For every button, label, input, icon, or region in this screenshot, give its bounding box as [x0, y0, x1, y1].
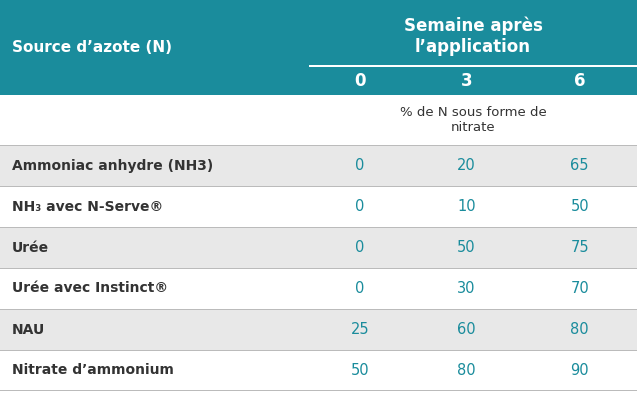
Text: Urée: Urée	[12, 240, 49, 255]
Bar	[522, 145, 637, 186]
Bar	[0, 350, 637, 391]
Text: 25: 25	[350, 322, 369, 337]
Text: 30: 30	[457, 281, 476, 296]
Bar	[0, 309, 637, 310]
Bar	[0, 227, 637, 228]
Bar	[0, 145, 637, 146]
Bar	[0, 268, 637, 309]
Text: 0: 0	[355, 281, 364, 296]
Bar	[0, 0, 637, 95]
Bar	[0, 145, 637, 186]
Bar	[411, 145, 522, 186]
Bar	[522, 227, 637, 268]
Text: 6: 6	[574, 72, 585, 90]
Text: 0: 0	[355, 240, 364, 255]
Text: Semaine après
l’application: Semaine après l’application	[403, 17, 543, 56]
Bar	[309, 145, 411, 186]
Text: 80: 80	[570, 322, 589, 337]
Text: % de N sous forme de
nitrate: % de N sous forme de nitrate	[399, 106, 547, 134]
Bar	[0, 186, 637, 187]
Text: 50: 50	[457, 240, 476, 255]
Text: 0: 0	[354, 72, 366, 90]
Text: 60: 60	[457, 322, 476, 337]
Bar	[0, 350, 637, 351]
Bar	[0, 309, 637, 350]
Bar	[309, 227, 411, 268]
Text: Nitrate d’ammonium: Nitrate d’ammonium	[12, 364, 174, 377]
Bar	[0, 95, 637, 145]
Text: Urée avec Instinct®: Urée avec Instinct®	[12, 281, 168, 296]
Text: 75: 75	[570, 240, 589, 255]
Text: 90: 90	[570, 363, 589, 378]
Text: 3: 3	[461, 72, 473, 90]
Text: 0: 0	[355, 158, 364, 173]
Text: 10: 10	[457, 199, 476, 214]
Text: 50: 50	[350, 363, 369, 378]
Text: 65: 65	[570, 158, 589, 173]
Text: Source d’azote (N): Source d’azote (N)	[12, 40, 172, 55]
Text: 0: 0	[355, 199, 364, 214]
Bar	[411, 227, 522, 268]
Text: NH₃ avec N-Serve®: NH₃ avec N-Serve®	[12, 199, 163, 214]
Text: 80: 80	[457, 363, 476, 378]
Bar	[522, 309, 637, 350]
Text: 50: 50	[570, 199, 589, 214]
Bar	[0, 186, 637, 227]
Bar	[309, 65, 637, 67]
Text: 20: 20	[457, 158, 476, 173]
Bar	[309, 309, 411, 350]
Bar	[0, 268, 637, 269]
Bar	[0, 390, 637, 391]
Bar	[411, 309, 522, 350]
Text: NAU: NAU	[12, 323, 45, 336]
Text: Ammoniac anhydre (NH3): Ammoniac anhydre (NH3)	[12, 158, 213, 173]
Bar	[0, 227, 637, 268]
Text: 70: 70	[570, 281, 589, 296]
